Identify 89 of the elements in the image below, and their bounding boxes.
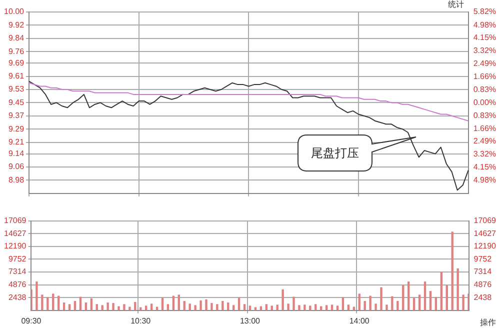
y-tick-label: 9.84 [8,34,25,43]
bar [205,299,208,310]
y2-tick-label: 0.00% [473,98,496,107]
y-tick-label: 9752 [8,254,27,264]
bar [374,304,377,310]
bar [123,304,126,310]
bar [194,305,196,310]
bar [304,304,306,310]
bar [402,285,404,310]
bar [386,304,388,310]
y-tick-label: 9.21 [8,137,25,146]
x-tick-label: 13:00 [240,316,261,326]
bar [309,306,312,310]
y-tick-label: 9.14 [8,149,25,158]
y-tick-label: 9.61 [8,72,25,81]
bar [369,296,372,310]
y2-tick-label: 17069 [474,216,497,226]
y2-tick-label: 4.98% [473,20,496,30]
y2-tick-label: 2438 [474,292,492,302]
y2-tick-label: 3.32% [473,46,496,56]
bar [57,296,60,310]
bar [396,300,399,310]
x-tick-label: 09:30 [21,316,42,326]
bar [358,294,360,310]
y-tick-label: 2438 [8,292,27,302]
y-tick-label: 9.06 [8,162,25,172]
bar [462,294,464,310]
bar [41,294,44,310]
bar [408,282,410,310]
bar [188,304,191,310]
bar [380,287,382,310]
y2-tick-label: 4.15% [473,33,496,42]
y2-tick-label: 4.15% [473,162,496,172]
bar [106,302,109,310]
y-tick-label: 9.76 [8,46,25,56]
y2-tick-label: 4876 [474,280,492,290]
y2-tick-label: 9752 [474,254,492,264]
x-tick-label: 14:00 [349,316,370,326]
bar [282,289,284,310]
y2-tick-label: 2.49% [473,136,496,146]
bar [118,306,120,310]
y2-tick-label: 14627 [474,228,497,238]
y2-tick-label: 12190 [474,242,497,251]
bar [52,294,54,310]
y-tick-label: 9.69 [8,58,25,68]
bar [101,305,104,310]
y-tick-label: 9.37 [8,111,25,120]
y-tick-label: 7314 [8,267,27,276]
bar [112,303,114,310]
bar [178,294,180,310]
y2-tick-label: 2.49% [473,59,496,68]
y-tick-label: 8.98 [8,175,25,184]
y2-tick-label: 4.98% [473,176,496,185]
y2-tick-label: 1.66% [473,72,496,82]
bar [391,296,394,310]
y2-tick-label: 1.66% [473,124,496,133]
y-tick-label: 9.29 [8,124,25,134]
y2-tick-label: 0.83% [473,84,496,94]
text: 操作 [480,318,496,328]
x-tick-label: 10:30 [130,316,152,326]
bar [128,306,131,310]
bar [216,304,218,310]
y-tick-label: 10.00 [4,7,25,16]
y2-tick-label: 5.82% [473,7,496,16]
y2-tick-label: 0.83% [473,110,496,120]
bar [292,296,295,310]
bar [456,268,459,310]
bar [424,282,426,310]
y2-tick-label: 3.32% [473,150,496,159]
annotation: 尾盘打压 [310,145,360,162]
y-tick-label: 12190 [4,242,27,251]
bar [446,285,448,310]
y-tick-label: 9.92 [8,20,25,30]
bar [200,300,202,310]
y-tick-label: 9.45 [8,98,25,107]
y-tick-label: 9.53 [8,84,25,94]
y-tick-label: 14627 [4,228,27,238]
bar [287,304,290,310]
bar [210,303,213,310]
bar [36,282,38,310]
y-tick-label: 17069 [4,216,27,226]
bar [298,305,300,310]
bar [440,272,443,310]
y2-tick-label: 7314 [474,267,492,276]
text: 统计 [448,0,464,10]
bar [418,294,421,310]
y-tick-label: 4876 [8,280,27,290]
bar [451,232,454,310]
bar [172,296,175,310]
